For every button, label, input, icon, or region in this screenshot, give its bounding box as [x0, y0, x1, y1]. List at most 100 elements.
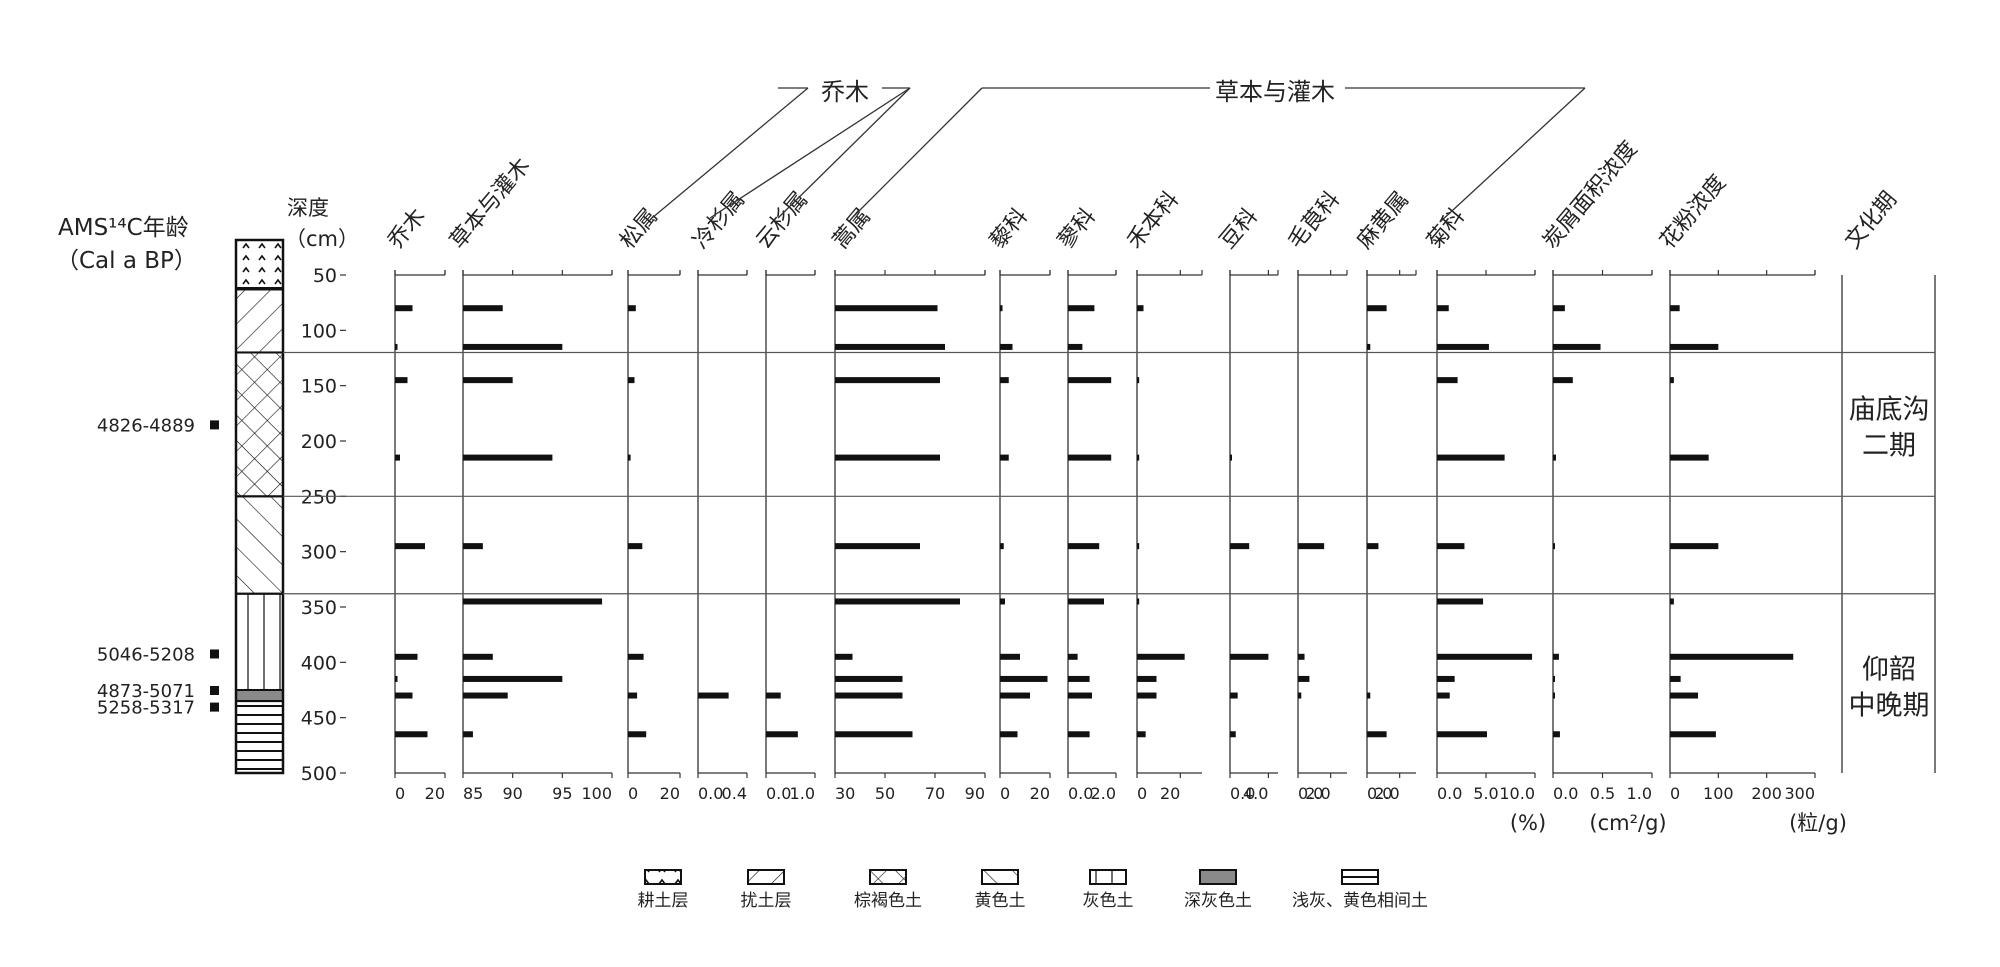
panel-tick-label: 1.0 — [1627, 784, 1652, 803]
depth-title-unit: （cm） — [285, 227, 359, 251]
depth-tick-label: 400 — [301, 652, 337, 674]
panel-tick-label: 0.5 — [1590, 784, 1615, 803]
age-date-marker — [210, 420, 219, 430]
panel-tick-label: 200 — [1751, 784, 1782, 803]
lith-unit-grey — [235, 592, 284, 691]
bar-乔木 — [395, 343, 398, 350]
panel-tick-label: 0 — [1137, 784, 1147, 803]
lith-unit-tilled-top — [235, 239, 284, 289]
bar-藜科 — [1000, 543, 1004, 550]
group-leader-line — [1439, 87, 1586, 223]
panel-炭屑面积浓度: 0.0 0.5 1.0 炭屑面积浓度 — [1538, 137, 1653, 803]
bar-蓼科 — [1068, 543, 1100, 550]
depth-tick-label: 100 — [301, 320, 337, 342]
bar-乔木 — [395, 653, 418, 660]
panel-tick-label: 0 — [395, 784, 405, 803]
bar-草本与灌木 — [463, 675, 563, 682]
panel-tick-label: 5.0 — [1473, 784, 1498, 803]
bar-乔木 — [395, 454, 400, 461]
legend-label: 浅灰、黄色相间土 — [1292, 891, 1428, 911]
panel-tick-label: 90 — [502, 784, 522, 803]
group-label-herbs: 草本与灌木 — [1215, 78, 1335, 106]
panel-tick-label: 0.0 — [1553, 784, 1578, 803]
legend-label: 深灰色土 — [1184, 891, 1252, 911]
panel-tick-label: 0.0 — [698, 784, 723, 803]
bar-麻黄属 — [1367, 692, 1371, 699]
group-leader-line — [851, 87, 983, 219]
panel-tick-label: 2.0 — [1091, 784, 1116, 803]
age-date-marker — [210, 702, 219, 712]
panel-title: 毛茛科 — [1283, 187, 1345, 254]
bar-菊科 — [1437, 377, 1458, 384]
panel-tick-label: 1.0 — [790, 784, 815, 803]
bar-蓼科 — [1068, 454, 1112, 461]
panel-tick-label: 50 — [875, 784, 895, 803]
depth-tick-label: 200 — [301, 431, 337, 453]
bar-豆科 — [1230, 653, 1269, 660]
bar-藜科 — [1000, 305, 1003, 312]
bar-藜科 — [1000, 598, 1005, 605]
panel-title: 松属 — [615, 204, 662, 254]
legend-swatch-banded — [1341, 869, 1379, 885]
panel-tick-label: 70 — [925, 784, 945, 803]
bar-花粉浓度 — [1670, 692, 1699, 699]
bar-藜科 — [1000, 731, 1018, 738]
bar-藜科 — [1000, 343, 1013, 350]
depth-title: 深度 — [287, 196, 329, 220]
bar-炭屑面积浓度 — [1553, 343, 1601, 350]
bar-蓼科 — [1068, 343, 1083, 350]
unit-label: (%) — [1510, 811, 1546, 835]
lith-unit-banded — [235, 700, 284, 774]
age-date-marker — [210, 686, 219, 695]
bar-藜科 — [1000, 675, 1048, 682]
panel-title: 豆科 — [1215, 204, 1262, 254]
depth-tick-label: 500 — [301, 763, 337, 785]
bar-炭屑面积浓度 — [1553, 731, 1560, 738]
depth-tick-label: 150 — [301, 376, 337, 398]
depth-tick-label: 250 — [301, 486, 337, 508]
bar-禾本科 — [1137, 305, 1144, 312]
panel-title: 云杉属 — [751, 187, 813, 254]
bar-麻黄属 — [1367, 731, 1387, 738]
depth-tick-label: 450 — [301, 708, 337, 730]
bar-草本与灌木 — [463, 598, 603, 605]
panel-title: 草本与灌木 — [445, 154, 535, 254]
bar-炭屑面积浓度 — [1553, 377, 1573, 384]
legend-label: 扰土层 — [741, 891, 792, 911]
panel-豆科: 0.04.0 豆科 — [1215, 204, 1279, 803]
legend-swatch-grey — [1089, 869, 1127, 885]
panel-草本与灌木: 85 90 95 100 草本与灌木 — [445, 154, 613, 803]
bar-蓼科 — [1068, 598, 1104, 605]
bar-藜科 — [1000, 692, 1030, 699]
legend-label: 棕褐色土 — [854, 891, 922, 911]
age-title: AMS¹⁴C年龄 — [58, 215, 189, 241]
bar-麻黄属 — [1367, 305, 1387, 312]
bar-蓼科 — [1068, 653, 1078, 660]
depth-tick-label: 300 — [301, 542, 337, 564]
bar-乔木 — [395, 543, 425, 550]
bar-炭屑面积浓度 — [1553, 653, 1559, 660]
bar-炭屑面积浓度 — [1553, 675, 1555, 682]
bar-蓼科 — [1068, 731, 1090, 738]
panel-藜科: 0 20 藜科 — [985, 204, 1051, 803]
bar-菊科 — [1437, 653, 1533, 660]
bar-花粉浓度 — [1670, 454, 1709, 461]
culture-title: 文化期 — [1840, 187, 1902, 254]
panel-title: 花粉浓度 — [1655, 170, 1731, 253]
age-date-label: 4873-5071 — [97, 681, 195, 702]
unit-label: (cm²/g) — [1589, 811, 1666, 835]
panel-tick-label: 0 — [1670, 784, 1680, 803]
bar-蓼科 — [1068, 675, 1090, 682]
group-headers: 乔木 草本与灌木 (%) (cm²/g) (粒/g) — [651, 78, 1847, 835]
unit-label: (粒/g) — [1789, 811, 1847, 835]
bar-豆科 — [1230, 731, 1236, 738]
bar-炭屑面积浓度 — [1553, 692, 1555, 699]
bar-花粉浓度 — [1670, 675, 1681, 682]
bar-草本与灌木 — [463, 305, 503, 312]
panel-tick-label: 100 — [1703, 784, 1734, 803]
panel-tick-label: 90 — [965, 784, 985, 803]
panel-tick-label: 0.0 — [1367, 784, 1392, 803]
bar-蒿属 — [835, 343, 945, 350]
age-date-label: 5046-5208 — [97, 644, 195, 665]
